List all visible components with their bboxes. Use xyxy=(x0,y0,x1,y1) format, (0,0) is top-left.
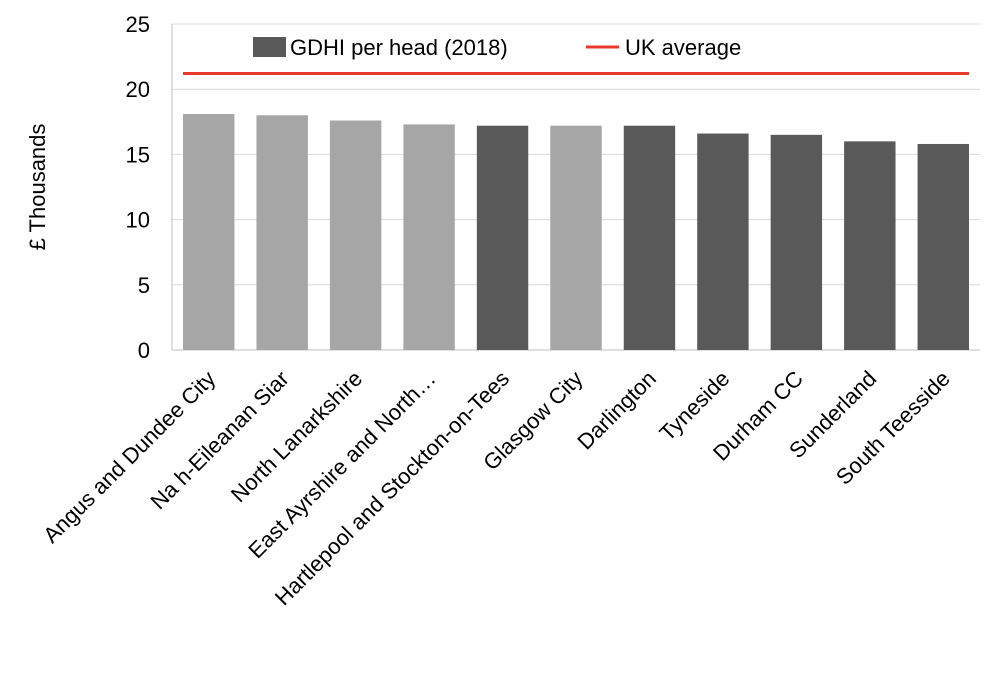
x-tick-label: Darlington xyxy=(572,366,661,455)
bar xyxy=(697,133,749,350)
y-tick-label: 10 xyxy=(126,208,150,233)
bar xyxy=(403,124,455,351)
bar xyxy=(623,125,676,350)
bar xyxy=(550,125,602,350)
y-tick-label: 0 xyxy=(138,338,150,363)
bar xyxy=(917,143,969,350)
legend-label-gdhi: GDHI per head (2018) xyxy=(290,35,508,60)
bar xyxy=(329,120,382,350)
y-tick-label: 15 xyxy=(126,142,150,167)
bar xyxy=(844,141,896,350)
legend: GDHI per head (2018) UK average xyxy=(253,35,741,60)
x-tick-label: North Lanarkshire xyxy=(226,366,367,507)
y-tick-label: 5 xyxy=(138,273,150,298)
legend-label-uk-average: UK average xyxy=(625,35,741,60)
bars xyxy=(183,113,969,351)
y-tick-labels: 0 5 10 15 20 25 xyxy=(126,12,150,363)
x-tick-label: Na h-Eileanan Siar xyxy=(145,366,293,514)
bar xyxy=(256,115,308,350)
bar xyxy=(183,113,235,350)
y-axis-title: £ Thousands xyxy=(25,124,50,251)
legend-swatch-gdhi xyxy=(253,37,286,57)
y-tick-label: 20 xyxy=(126,77,150,102)
bar xyxy=(770,134,823,350)
y-tick-label: 25 xyxy=(126,12,150,37)
bar xyxy=(476,125,529,350)
